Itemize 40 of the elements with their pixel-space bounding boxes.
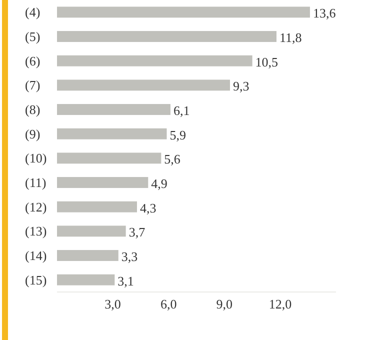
x-tick-label: 9,0 [216,296,233,312]
bar [57,274,115,286]
x-tick-label: 12,0 [268,296,292,312]
y-tick-label: (9) [25,126,40,142]
bar [57,152,162,164]
y-tick-label: (4) [25,4,40,20]
y-tick-label: (5) [25,29,40,44]
data-label: 13,6 [312,6,336,21]
bar [57,80,230,91]
data-label: 3,1 [118,273,134,288]
y-tick-label: (10) [25,150,47,166]
bar [57,128,167,140]
y-tick-label: (13) [25,224,47,239]
bar [57,55,252,66]
bar [57,177,148,188]
y-tick-label: (11) [25,175,46,190]
data-label: 10,5 [255,54,278,70]
bar [57,104,170,115]
data-label: 9,3 [232,78,250,94]
data-label: 4,3 [140,200,156,216]
x-tick-label: 6,0 [160,296,177,312]
data-label: 5,6 [164,152,181,167]
data-label: 11,8 [279,30,302,45]
bar [57,6,310,18]
data-label: 3,3 [121,249,138,264]
data-label: 3,7 [128,224,146,240]
data-label: 5,9 [170,127,186,142]
bar [57,31,276,42]
data-label: 6,1 [173,103,190,118]
bar [57,226,126,237]
data-label: 4,9 [151,176,168,191]
y-tick-label: (12) [25,199,47,214]
y-tick-label: (7) [25,78,40,93]
y-tick-label: (15) [25,272,47,288]
x-tick-label: 3,0 [104,296,121,312]
bar [57,250,118,261]
y-tick-label: (14) [25,248,47,263]
bar [57,201,137,212]
y-tick-label: (8) [25,102,40,117]
y-tick-label: (6) [25,53,40,68]
